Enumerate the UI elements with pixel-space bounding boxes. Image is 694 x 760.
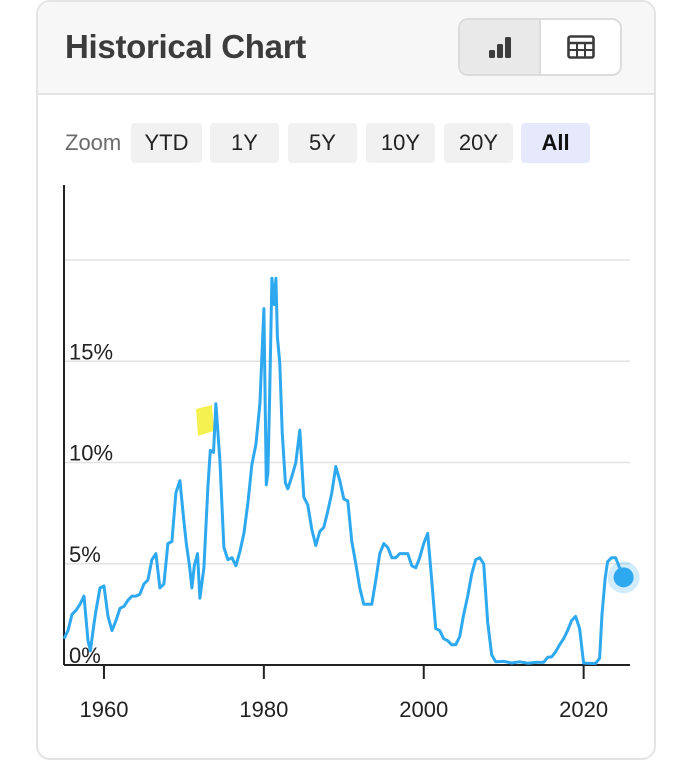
x-tick-label: 1980 — [239, 697, 288, 722]
card-header: Historical Chart — [38, 2, 654, 95]
highlighter-mark — [196, 405, 214, 436]
zoom-label: Zoom — [65, 130, 122, 155]
x-tick-label: 1960 — [79, 697, 128, 722]
zoom-all-button[interactable]: All — [521, 123, 590, 163]
x-tick-label: 2000 — [399, 697, 448, 722]
zoom-5y-button[interactable]: 5Y — [288, 123, 357, 163]
last-point-marker — [613, 567, 634, 588]
series-line — [62, 276, 625, 665]
zoom-1y-button[interactable]: 1Y — [210, 123, 279, 163]
x-tick-label: 2020 — [559, 697, 608, 722]
zoom-20y-button[interactable]: 20Y — [444, 123, 513, 163]
y-tick-label: 0% — [69, 643, 101, 668]
chart-view-button[interactable] — [460, 20, 541, 74]
zoom-ytd-button[interactable]: YTD — [131, 123, 202, 163]
view-toggle — [458, 18, 622, 76]
zoom-row: Zoom YTD 1Y 5Y 10Y 20Y All — [38, 123, 654, 163]
y-tick-label: 10% — [69, 441, 113, 466]
card-title: Historical Chart — [65, 28, 306, 65]
bar-chart-icon — [488, 37, 511, 58]
table-view-button[interactable] — [541, 20, 620, 74]
table-icon — [566, 35, 595, 59]
y-tick-label: 5% — [69, 542, 101, 567]
y-tick-label: 15% — [69, 339, 113, 364]
historical-chart-card: Historical Chart Zoom Y — [36, 0, 656, 760]
zoom-10y-button[interactable]: 10Y — [366, 123, 435, 163]
